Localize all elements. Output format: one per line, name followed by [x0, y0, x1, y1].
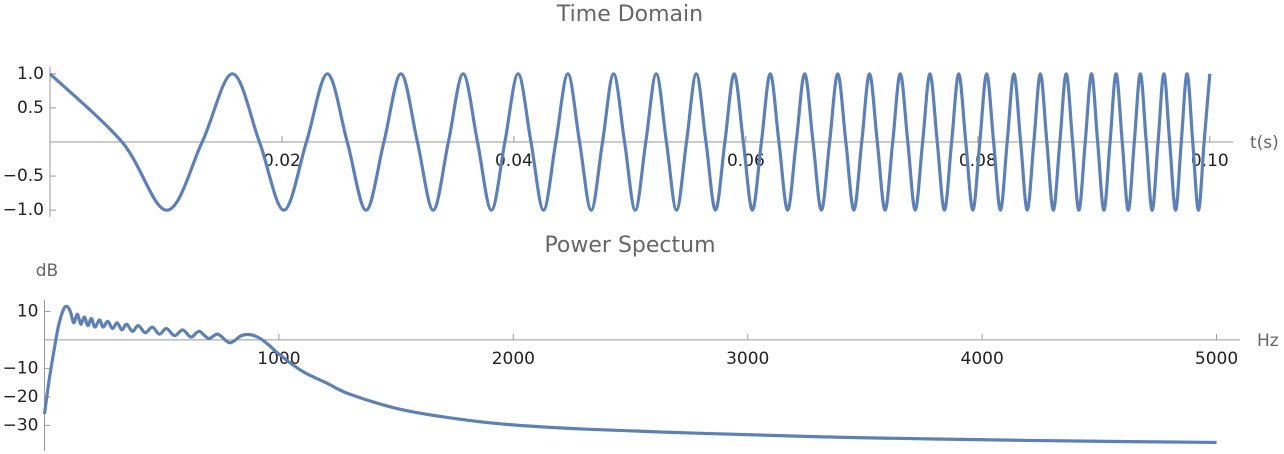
- y-tick-label: 1.0: [17, 64, 44, 84]
- x-tick-label: 5000: [1195, 349, 1238, 369]
- x-tick-label: 2000: [492, 349, 535, 369]
- y-tick-label: −30: [3, 415, 39, 435]
- y-tick-label: −20: [3, 387, 39, 407]
- x-axis-label: t(s): [1250, 133, 1279, 153]
- x-tick-label: 0.04: [495, 151, 533, 171]
- y-tick-label: −1.0: [3, 200, 44, 220]
- signal-line: [42, 304, 1217, 445]
- x-tick-label: 4000: [961, 349, 1004, 369]
- y-axis-label: dB: [36, 261, 58, 281]
- x-tick-label: 3000: [726, 349, 769, 369]
- y-tick-label: −0.5: [3, 166, 44, 186]
- x-tick-label: 0.02: [263, 151, 301, 171]
- signal-line: [48, 72, 1212, 212]
- y-tick-label: 0.5: [17, 98, 44, 118]
- chart-title: Time Domain: [556, 2, 703, 27]
- chart-title: Power Spectum: [544, 233, 715, 258]
- y-tick-label: 10: [17, 301, 39, 321]
- x-axis-label: Hz: [1257, 331, 1279, 351]
- x-tick-label: 0.10: [1191, 151, 1229, 171]
- y-tick-label: −10: [3, 358, 39, 378]
